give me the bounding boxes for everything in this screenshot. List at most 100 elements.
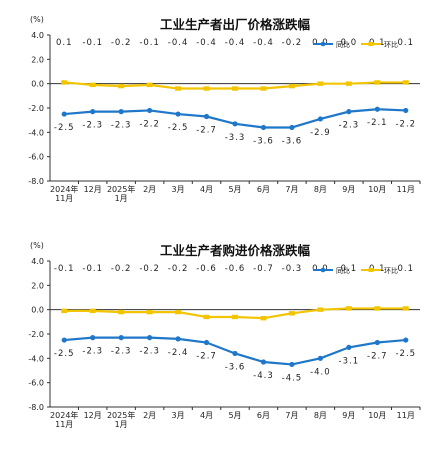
- data-point-mom: [89, 308, 96, 314]
- data-point-yoy: [61, 337, 67, 343]
- y-tick-label: -6.0: [28, 153, 44, 162]
- data-label-yoy: -4.0: [310, 367, 331, 377]
- y-tick-label: -4.0: [28, 128, 44, 137]
- y-tick-label: 0.0: [31, 80, 44, 89]
- data-point-mom: [402, 80, 409, 85]
- data-point-yoy: [260, 124, 267, 131]
- data-point-yoy: [232, 121, 238, 127]
- data-point-yoy: [118, 335, 124, 341]
- x-tick-label: 2024年: [50, 410, 78, 420]
- x-tick-label: 2024年: [50, 184, 78, 194]
- data-label-yoy: -2.3: [82, 121, 103, 131]
- ppi-purchase-chart: (%) 工业生产者购进价格涨跌幅 4.0 2.0 0.0 -2.0 -4.0 -6.0 -8.0…: [28, 241, 421, 429]
- legend-marker-mom: [368, 268, 374, 272]
- data-label-yoy: -3.6: [282, 136, 303, 146]
- x-tick-label: 9月: [342, 185, 355, 194]
- x-tick-label: 12月: [84, 411, 102, 420]
- data-point-yoy: [203, 339, 210, 346]
- data-point-yoy: [175, 111, 181, 117]
- data-point-yoy: [260, 359, 267, 365]
- data-point-mom: [288, 83, 295, 89]
- data-label-mom: -0.4: [168, 38, 189, 48]
- data-label-yoy: -3.3: [225, 133, 246, 143]
- x-tick-label: 6月: [257, 411, 270, 420]
- data-point-mom: [175, 86, 182, 91]
- data-point-mom: [175, 309, 182, 315]
- data-label-yoy: -2.3: [111, 347, 132, 357]
- data-label-mom: -0.1: [54, 264, 75, 274]
- data-label-mom: -0.7: [253, 264, 274, 274]
- data-label-yoy: -2.4: [168, 348, 189, 358]
- data-label-yoy: -2.3: [139, 347, 160, 357]
- x-tick-label: 4月: [200, 411, 213, 420]
- data-point-yoy: [289, 124, 295, 131]
- data-label-mom: -0.4: [253, 38, 274, 48]
- legend-marker-yoy: [320, 267, 326, 273]
- x-tick-label: 10月: [368, 185, 386, 194]
- data-point-yoy: [317, 355, 323, 361]
- data-point-mom: [317, 81, 324, 86]
- data-point-mom: [317, 307, 324, 312]
- data-point-mom: [374, 306, 381, 311]
- legend-label-yoy: 同比: [336, 40, 350, 49]
- data-label-yoy: -3.6: [253, 136, 274, 146]
- data-label-mom: 0.0: [341, 38, 358, 48]
- data-point-mom: [118, 83, 125, 89]
- data-label-yoy: -4.3: [253, 371, 274, 381]
- data-point-mom: [374, 80, 381, 85]
- y-tick-label: 4.0: [31, 31, 44, 40]
- data-label-mom: -0.6: [196, 264, 217, 274]
- x-tick-label: 7月: [285, 411, 298, 420]
- x-tick-label: 1月: [115, 194, 128, 203]
- y-tick-label: -4.0: [28, 354, 44, 363]
- data-label-mom: -0.1: [82, 38, 103, 48]
- x-tick-label: 2月: [143, 185, 156, 194]
- data-point-yoy: [147, 107, 153, 114]
- data-label-mom: -0.2: [139, 264, 160, 274]
- x-tick-label: 6月: [257, 185, 270, 194]
- ppi-output-chart: (%) 工业生产者出厂价格涨跌幅 4.0 2.0 0.0 -2.0 -4.0 -6.0 -8.0…: [28, 15, 421, 203]
- data-point-yoy: [147, 335, 153, 341]
- data-label-yoy: -2.5: [395, 349, 416, 359]
- data-label-mom: -0.1: [82, 264, 103, 274]
- x-tick-label: 1月: [115, 420, 128, 429]
- data-label-yoy: -2.5: [54, 123, 75, 133]
- data-point-yoy: [203, 113, 210, 120]
- data-label-yoy: -2.3: [82, 347, 103, 357]
- data-point-yoy: [374, 106, 380, 112]
- x-tick-label: 5月: [228, 185, 241, 194]
- data-point-mom: [146, 309, 153, 315]
- legend-label-mom: 环比: [384, 40, 398, 49]
- data-label-yoy: -2.5: [168, 123, 189, 133]
- data-point-mom: [232, 86, 238, 91]
- data-label-yoy: -4.5: [282, 373, 303, 383]
- x-tick-label: 11月: [55, 194, 73, 203]
- data-label-yoy: -2.9: [310, 128, 331, 138]
- data-point-mom: [89, 82, 96, 88]
- y-tick-label: -8.0: [28, 403, 44, 412]
- data-point-mom: [232, 314, 238, 320]
- x-tick-label: 9月: [342, 411, 355, 420]
- x-tick-label: 2025年: [107, 184, 135, 194]
- unit-label: (%): [30, 241, 44, 250]
- data-label-mom: -0.4: [225, 38, 246, 48]
- y-tick-label: -2.0: [28, 330, 44, 339]
- y-tick-label: -6.0: [28, 379, 44, 388]
- data-label-yoy: -2.7: [367, 352, 388, 362]
- data-label-yoy: -3.6: [225, 362, 246, 372]
- data-point-yoy: [118, 109, 124, 115]
- data-point-mom: [345, 306, 352, 311]
- data-point-yoy: [90, 109, 96, 115]
- data-point-mom: [61, 80, 68, 85]
- x-tick-label: 4月: [200, 185, 213, 194]
- data-point-yoy: [346, 109, 352, 115]
- y-tick-label: -2.0: [28, 104, 44, 113]
- x-tick-label: 8月: [314, 411, 327, 420]
- data-point-yoy: [403, 107, 409, 114]
- data-label-mom: -0.2: [111, 264, 132, 274]
- data-label-mom: -0.2: [111, 38, 132, 48]
- x-tick-label: 7月: [285, 185, 298, 194]
- data-label-yoy: -2.2: [139, 119, 160, 129]
- legend-marker-yoy: [320, 41, 326, 47]
